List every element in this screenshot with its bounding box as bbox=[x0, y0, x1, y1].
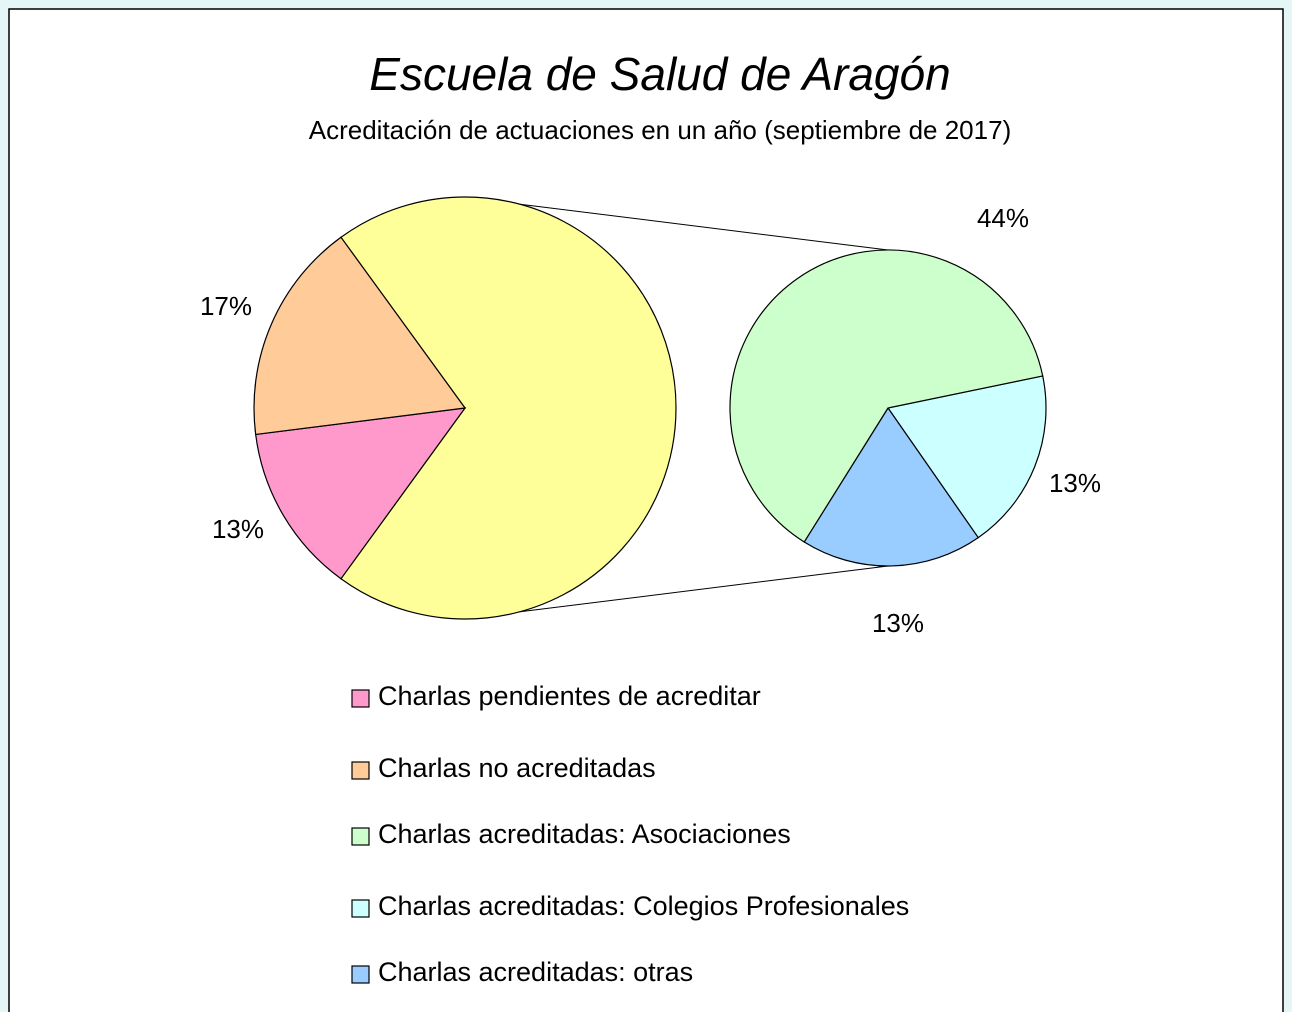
data-label: 13% bbox=[872, 608, 924, 638]
pie-slice bbox=[254, 407, 467, 580]
data-label: 13% bbox=[1049, 468, 1101, 498]
legend-label: Charlas acreditadas: otras bbox=[378, 957, 693, 987]
legend-swatch bbox=[351, 761, 370, 780]
chart-title: Escuela de Salud de Aragón bbox=[369, 48, 950, 100]
pie-slice bbox=[803, 406, 980, 567]
pie-slice bbox=[729, 249, 1044, 543]
legend-swatch bbox=[351, 965, 370, 984]
data-label: 13% bbox=[212, 514, 264, 544]
chart-subtitle: Acreditación de actuaciones en un año (s… bbox=[309, 115, 1011, 145]
legend-label: Charlas acreditadas: Asociaciones bbox=[378, 819, 791, 849]
legend-label: Charlas pendientes de acreditar bbox=[378, 681, 761, 711]
pie-slice-aggregate bbox=[340, 196, 677, 620]
data-label: 17% bbox=[200, 291, 252, 321]
data-label: 44% bbox=[977, 203, 1029, 233]
legend-label: Charlas no acreditadas bbox=[378, 753, 656, 783]
connector-line bbox=[509, 202, 889, 251]
connector-line bbox=[509, 565, 889, 614]
legend-swatch bbox=[351, 899, 370, 918]
pie-slice bbox=[886, 375, 1047, 539]
legend-swatch bbox=[351, 689, 370, 708]
legend-swatch bbox=[351, 827, 370, 846]
pie-slice bbox=[253, 236, 467, 436]
legend-label: Charlas acreditadas: Colegios Profesiona… bbox=[378, 891, 909, 921]
